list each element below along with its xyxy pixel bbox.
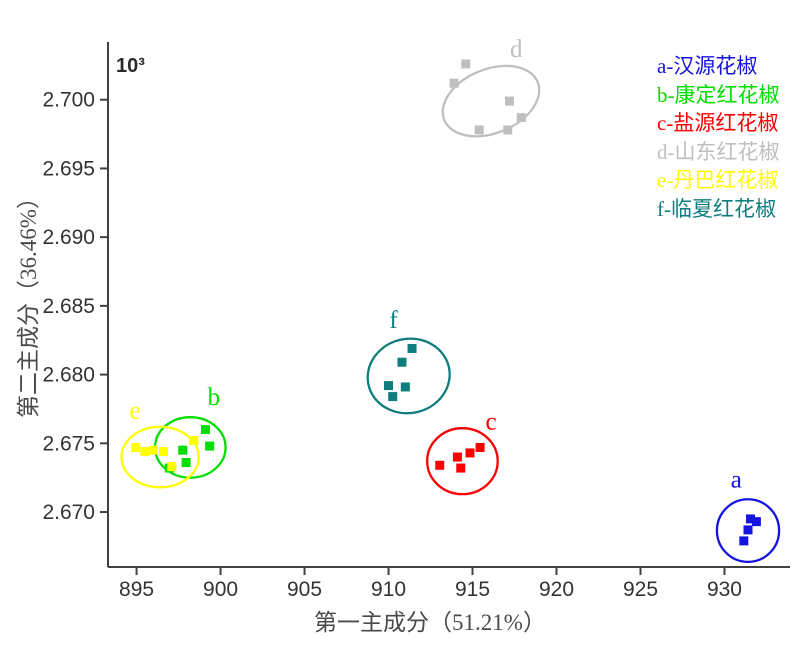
y-axis-multiplier-label: 10³ (116, 55, 145, 77)
data-point-e (140, 447, 150, 457)
y-axis-label: 第二主成分（36.46%） (16, 186, 41, 418)
data-point-c (475, 442, 485, 452)
data-point-d (461, 59, 471, 69)
y-tick-label: 2.695 (42, 157, 95, 180)
cluster-label-d: d (510, 36, 523, 63)
data-point-f (397, 357, 407, 367)
legend-item-e: e-丹巴红花椒 (657, 168, 779, 192)
data-point-b (181, 458, 191, 468)
y-tick-label: 2.700 (42, 89, 95, 112)
data-point-e (189, 436, 199, 446)
data-point-b (205, 441, 215, 451)
data-point-b (178, 445, 188, 455)
cluster-label-f: f (389, 307, 398, 334)
data-point-f (407, 343, 417, 353)
data-point-c (435, 460, 445, 470)
data-point-c (456, 463, 466, 473)
legend-item-c: c-盐源红花椒 (657, 111, 779, 135)
y-tick-label: 2.685 (42, 295, 95, 318)
data-point-a (743, 525, 753, 535)
cluster-ellipse-a (715, 498, 781, 564)
cluster-ellipse-c (426, 427, 499, 496)
data-point-e (158, 447, 168, 457)
x-tick-label: 930 (707, 578, 742, 601)
legend-item-d: d-山东红花椒 (657, 139, 780, 164)
y-tick-label: 2.680 (42, 364, 95, 387)
data-point-b (200, 425, 210, 435)
cluster-label-b: b (208, 384, 221, 411)
data-point-a (751, 517, 761, 527)
x-tick-label: 900 (203, 578, 238, 601)
legend-item-a: a-汉源花椒 (657, 54, 758, 78)
x-tick-label: 895 (119, 578, 154, 601)
legend-item-f: f-临夏红花椒 (657, 196, 776, 221)
data-point-f (400, 382, 410, 392)
data-point-a (739, 536, 749, 546)
data-point-e (167, 462, 177, 472)
data-point-c (452, 452, 462, 462)
data-point-c (465, 448, 475, 458)
x-tick-label: 910 (371, 578, 406, 601)
data-point-f (388, 392, 398, 402)
cluster-label-a: a (731, 466, 742, 493)
y-tick-label: 2.690 (42, 226, 95, 249)
x-tick-label: 915 (455, 578, 490, 601)
cluster-ellipse-d (441, 64, 541, 138)
data-point-f (384, 381, 394, 391)
x-axis-label: 第一主成分（51.21%） (314, 610, 546, 635)
data-point-d (503, 125, 513, 135)
x-tick-label: 925 (623, 578, 658, 601)
data-point-d (516, 113, 526, 123)
data-point-d (504, 96, 514, 106)
data-point-a (746, 514, 756, 524)
data-point-d (449, 78, 459, 88)
cluster-label-e: e (129, 398, 140, 425)
y-tick-label: 2.670 (42, 501, 95, 524)
cluster-label-c: c (485, 409, 496, 436)
legend-item-b: b-康定红花椒 (657, 82, 780, 107)
y-tick-label: 2.675 (42, 432, 95, 455)
legend: a-汉源花椒 b-康定红花椒 c-盐源红花椒 d-山东红花椒 e-丹巴红花椒 f-临夏红花… (657, 52, 780, 223)
data-point-d (474, 125, 484, 135)
cluster-ellipse-e (120, 425, 200, 489)
x-tick-label: 920 (539, 578, 574, 601)
x-tick-label: 905 (287, 578, 322, 601)
data-point-e (148, 445, 158, 455)
data-point-e (131, 442, 141, 452)
